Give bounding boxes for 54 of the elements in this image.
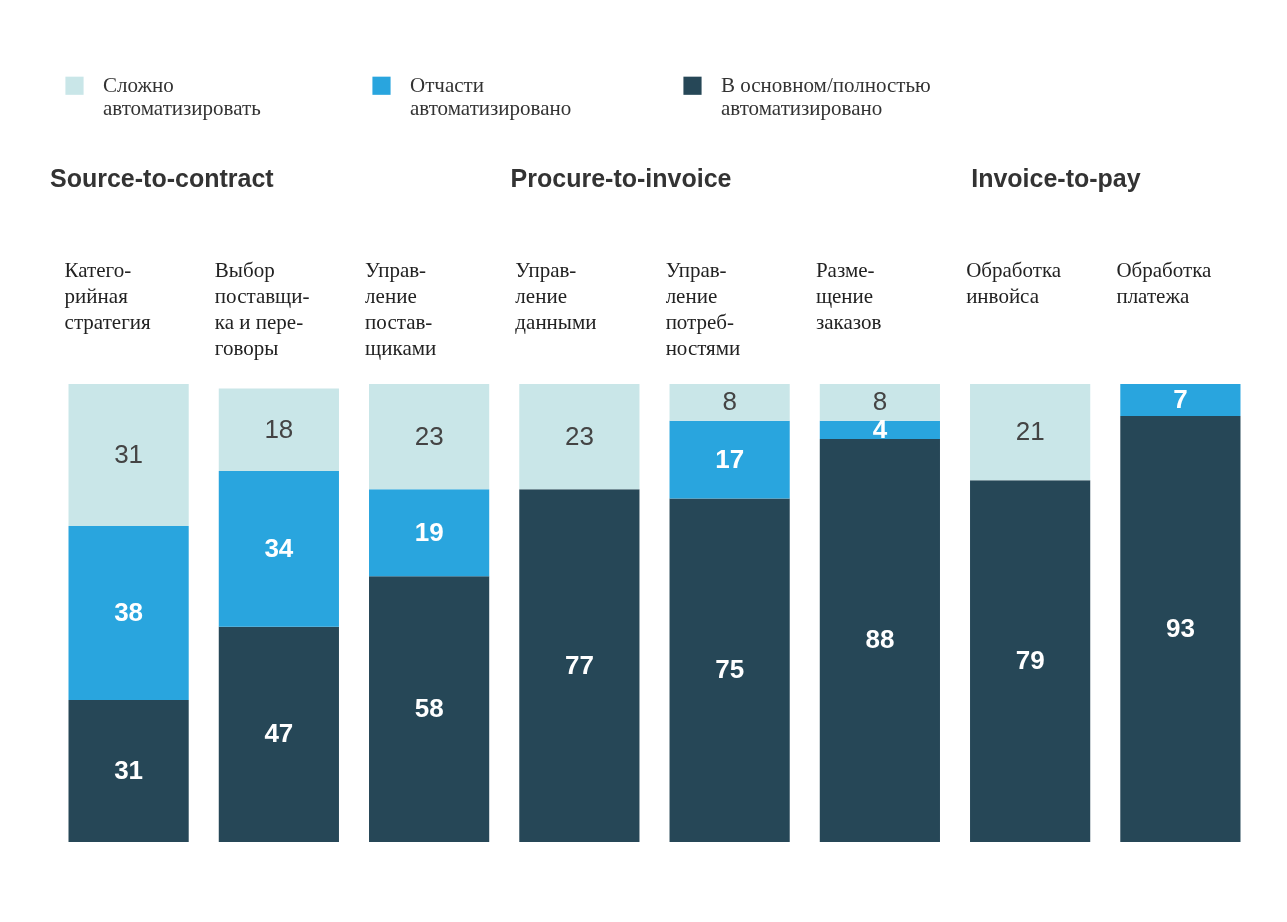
bar bbox=[1120, 384, 1241, 417]
x-tick-label: Разме- щение заказов bbox=[815, 257, 882, 334]
bar bbox=[68, 384, 189, 526]
data-label: 88 bbox=[865, 624, 895, 655]
bar bbox=[970, 480, 1091, 842]
bar bbox=[669, 498, 790, 842]
data-label: 47 bbox=[264, 718, 294, 749]
x-tick-label: Обработка инвойса bbox=[966, 257, 1062, 308]
data-label: 79 bbox=[1015, 645, 1045, 676]
data-label: 93 bbox=[1165, 613, 1195, 644]
bar bbox=[669, 384, 790, 421]
bar bbox=[819, 438, 940, 842]
bar bbox=[218, 388, 339, 472]
data-label: 77 bbox=[564, 649, 594, 680]
bar bbox=[369, 576, 490, 842]
data-label: 38 bbox=[114, 597, 144, 627]
bar bbox=[68, 700, 189, 842]
bar bbox=[369, 489, 490, 577]
bar bbox=[218, 626, 339, 842]
legend-label: Отчасти автоматизировано bbox=[410, 72, 572, 120]
x-tick-label: Управ- ление постав- щиками bbox=[365, 257, 437, 360]
data-label: 58 bbox=[414, 693, 444, 724]
data-label: 34 bbox=[264, 532, 294, 563]
x-tick-label: Управ- ление данными bbox=[515, 257, 597, 334]
legend-label: Сложно автоматизировать bbox=[103, 72, 261, 120]
data-label: 17 bbox=[715, 443, 745, 474]
text: Procure-to-invoice bbox=[510, 164, 732, 192]
data-label: 21 bbox=[1015, 416, 1045, 447]
bar bbox=[369, 384, 490, 490]
data-label: 23 bbox=[414, 420, 444, 451]
data-label: 31 bbox=[114, 438, 144, 469]
bar bbox=[819, 384, 940, 421]
text: Invoice-to-pay bbox=[971, 164, 1141, 192]
data-label: 7 bbox=[1173, 384, 1188, 415]
bar bbox=[1120, 416, 1241, 842]
x-tick-label: Обработка платежа bbox=[1116, 257, 1213, 308]
data-label: 19 bbox=[414, 516, 444, 547]
data-label: 31 bbox=[114, 755, 144, 786]
source-note: Source-to-contract bbox=[50, 164, 275, 192]
bar bbox=[519, 489, 640, 842]
legend-label: В основном/полностью автоматизировано bbox=[721, 72, 931, 120]
data-label: 23 bbox=[564, 420, 594, 451]
bar bbox=[669, 420, 790, 499]
data-label: 8 bbox=[722, 386, 737, 417]
x-tick-label: Выбор поставщи- ка и пере- говоры bbox=[214, 257, 310, 360]
x-tick-label: Управ- ление потреб- ностями bbox=[665, 257, 741, 360]
bar bbox=[519, 384, 640, 490]
bar bbox=[970, 384, 1091, 481]
data-label: 75 bbox=[715, 654, 745, 685]
x-tick-label: Катего- рийная стратегия bbox=[64, 257, 151, 334]
bar bbox=[68, 525, 189, 701]
bar bbox=[218, 471, 339, 627]
bar bbox=[819, 420, 940, 439]
data-label: 18 bbox=[264, 413, 294, 444]
